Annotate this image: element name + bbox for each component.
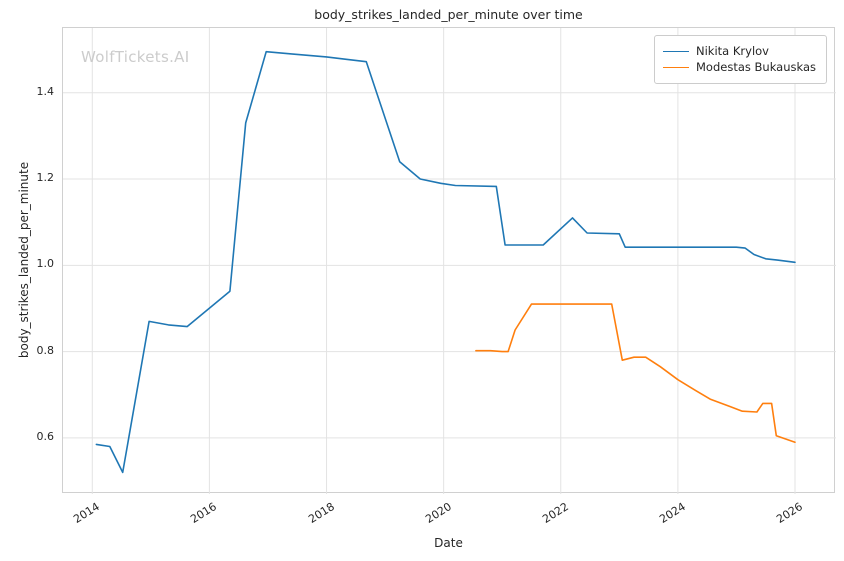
legend-item-nikita-krylov: Nikita Krylov xyxy=(663,44,816,58)
legend-label: Nikita Krylov xyxy=(696,44,769,58)
legend-item-modestas-bukauskas: Modestas Bukauskas xyxy=(663,59,816,74)
y-tick-label: 0.8 xyxy=(36,343,55,357)
legend-label: Modestas Bukauskas xyxy=(696,59,816,74)
plot-area: WolfTickets.AI Nikita Krylov Modestas Bu… xyxy=(62,27,836,494)
y-tick-label: 1.2 xyxy=(36,171,55,185)
y-tick-label: 1.0 xyxy=(36,257,55,271)
y-tick-label: 0.6 xyxy=(36,429,55,443)
legend-line-sample-blue xyxy=(663,51,689,53)
legend-line-sample-orange xyxy=(663,66,689,68)
chart-title: body_strikes_landed_per_minute over time xyxy=(314,7,583,22)
y-tick-label: 1.4 xyxy=(36,84,55,98)
watermark: WolfTickets.AI xyxy=(81,48,190,66)
legend: Nikita Krylov Modestas Bukauskas xyxy=(654,35,827,84)
plot-canvas xyxy=(63,28,836,494)
x-axis-label: Date xyxy=(434,536,463,550)
